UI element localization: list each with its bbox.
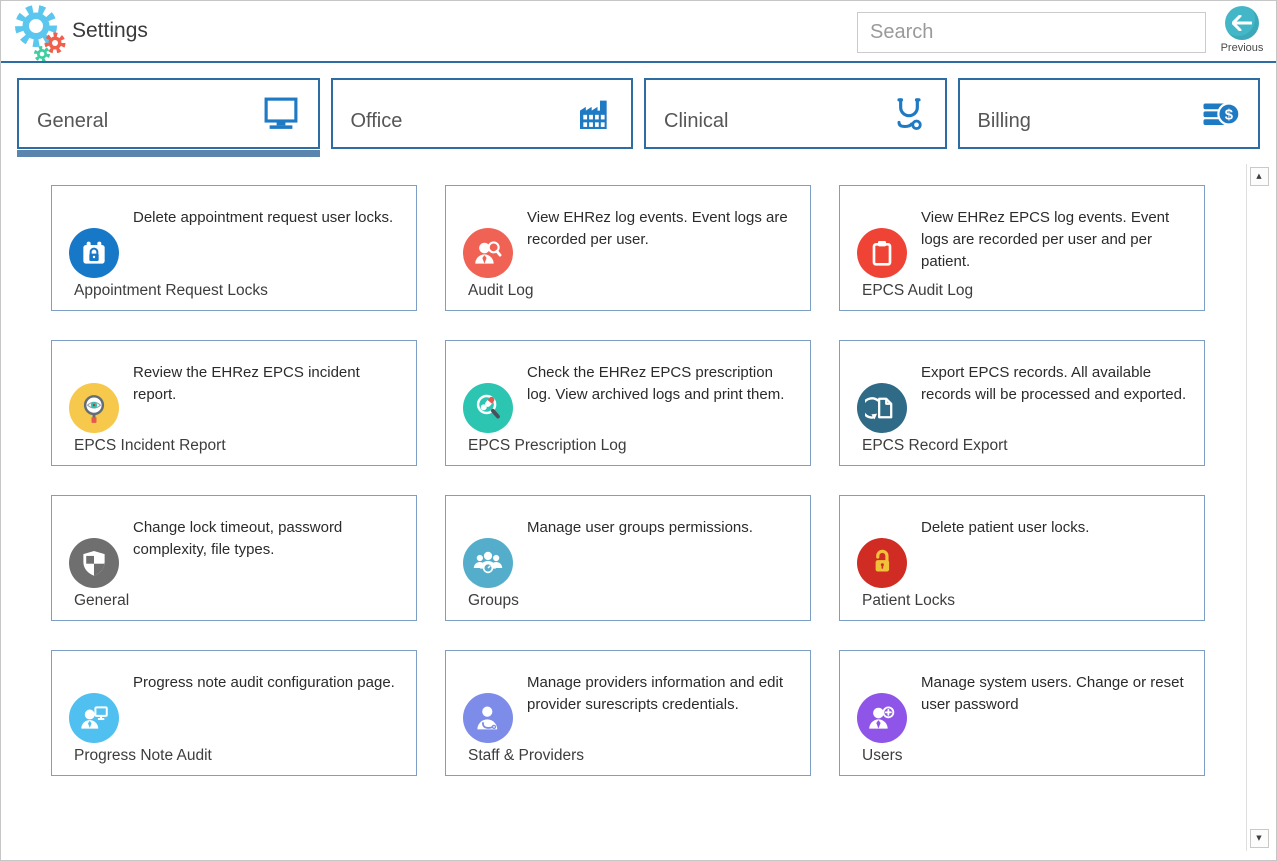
card-title: EPCS Record Export — [862, 437, 1008, 454]
user-group-icon — [463, 538, 513, 588]
card-description: Delete appointment request user locks. — [133, 209, 394, 226]
calendar-lock-icon — [69, 228, 119, 278]
card-title: Staff & Providers — [468, 747, 585, 764]
card-description: Review the EHRez EPCS incident report. — [133, 364, 360, 403]
card-groups[interactable]: Manage user groups permissions. Groups — [445, 495, 811, 621]
card-description: Manage user groups permissions. — [527, 519, 753, 536]
card-audit-log[interactable]: View EHRez log events. Event logs are re… — [445, 185, 811, 311]
magnifier-eye-icon — [69, 383, 119, 433]
scroll-down-icon: ▼ — [1256, 834, 1262, 842]
card-title: Groups — [468, 592, 519, 609]
card-title: Users — [862, 747, 903, 764]
tab-clinical-label: Clinical — [664, 110, 729, 132]
card-description: Manage providers information and edit pr… — [527, 674, 783, 713]
monitor-icon — [260, 93, 302, 135]
card-title: Audit Log — [468, 282, 534, 299]
app-logo-gears-icon — [9, 1, 67, 61]
clipboard-icon — [857, 228, 907, 278]
previous-label: Previous — [1220, 42, 1264, 54]
tab-bar: General Office — [17, 78, 1260, 157]
open-padlock-icon — [857, 538, 907, 588]
card-users[interactable]: Manage system users. Change or reset use… — [839, 650, 1205, 776]
card-description: View EHRez log events. Event logs are re… — [527, 209, 788, 248]
stethoscope-icon — [889, 94, 929, 134]
svg-text:$: $ — [1225, 107, 1234, 123]
card-title: Progress Note Audit — [74, 747, 212, 764]
card-title: EPCS Prescription Log — [468, 437, 627, 454]
card-epcs-incident-report[interactable]: Review the EHRez EPCS incident report. E… — [51, 340, 417, 466]
user-plus-icon — [857, 693, 907, 743]
card-title: Appointment Request Locks — [74, 282, 268, 299]
card-epcs-prescription-log[interactable]: Check the EHRez EPCS prescription log. V… — [445, 340, 811, 466]
card-description: Progress note audit configuration page. — [133, 674, 395, 691]
user-magnifier-icon — [463, 228, 513, 278]
card-title: EPCS Incident Report — [74, 437, 226, 454]
tab-office-label: Office — [350, 110, 403, 132]
tab-clinical[interactable]: Clinical — [644, 78, 947, 149]
search-input[interactable] — [857, 12, 1206, 53]
scroll-up-button[interactable]: ▲ — [1249, 167, 1269, 186]
card-description: View EHRez EPCS log events. Event logs a… — [921, 209, 1170, 270]
billing-money-icon: $ — [1200, 93, 1242, 135]
card-progress-note-audit[interactable]: Progress note audit configuration page. … — [51, 650, 417, 776]
user-monitor-icon — [69, 693, 119, 743]
card-description: Check the EHRez EPCS prescription log. V… — [527, 364, 785, 403]
card-title: Patient Locks — [862, 592, 956, 609]
card-epcs-audit-log[interactable]: View EHRez EPCS log events. Event logs a… — [839, 185, 1205, 311]
tab-general-label: General — [37, 110, 109, 132]
document-export-icon — [857, 383, 907, 433]
card-description: Change lock timeout, password complexity… — [133, 519, 343, 558]
card-description: Export EPCS records. All available recor… — [921, 364, 1187, 403]
card-appointment-request-locks[interactable]: Delete appointment request user locks. A… — [51, 185, 417, 311]
card-description: Delete patient user locks. — [921, 519, 1090, 536]
card-staff-providers[interactable]: Manage providers information and edit pr… — [445, 650, 811, 776]
tab-billing-label: Billing — [977, 110, 1031, 132]
card-title: General — [74, 592, 130, 609]
card-general[interactable]: Change lock timeout, password complexity… — [51, 495, 417, 621]
magnifier-pills-icon — [463, 383, 513, 433]
provider-stethoscope-icon — [463, 693, 513, 743]
tab-billing[interactable]: Billing $ — [957, 78, 1260, 149]
factory-icon — [575, 94, 615, 134]
header: Settings Previous — [1, 1, 1276, 63]
tab-general[interactable]: General — [17, 78, 320, 157]
previous-button[interactable]: Previous — [1215, 6, 1269, 54]
tab-office[interactable]: Office — [330, 78, 633, 149]
card-description: Manage system users. Change or reset use… — [921, 674, 1184, 713]
card-title: EPCS Audit Log — [862, 282, 974, 299]
card-epcs-record-export[interactable]: Export EPCS records. All available recor… — [839, 340, 1205, 466]
shield-icon — [69, 538, 119, 588]
scroll-up-icon: ▲ — [1256, 172, 1262, 180]
back-arrow-icon — [1225, 6, 1259, 40]
settings-card-grid: Delete appointment request user locks. A… — [51, 185, 1205, 776]
scroll-down-button[interactable]: ▼ — [1249, 829, 1269, 848]
vertical-scrollbar[interactable]: ▲ ▼ — [1246, 164, 1271, 851]
page-title: Settings — [72, 19, 148, 42]
card-patient-locks[interactable]: Delete patient user locks. Patient Locks — [839, 495, 1205, 621]
